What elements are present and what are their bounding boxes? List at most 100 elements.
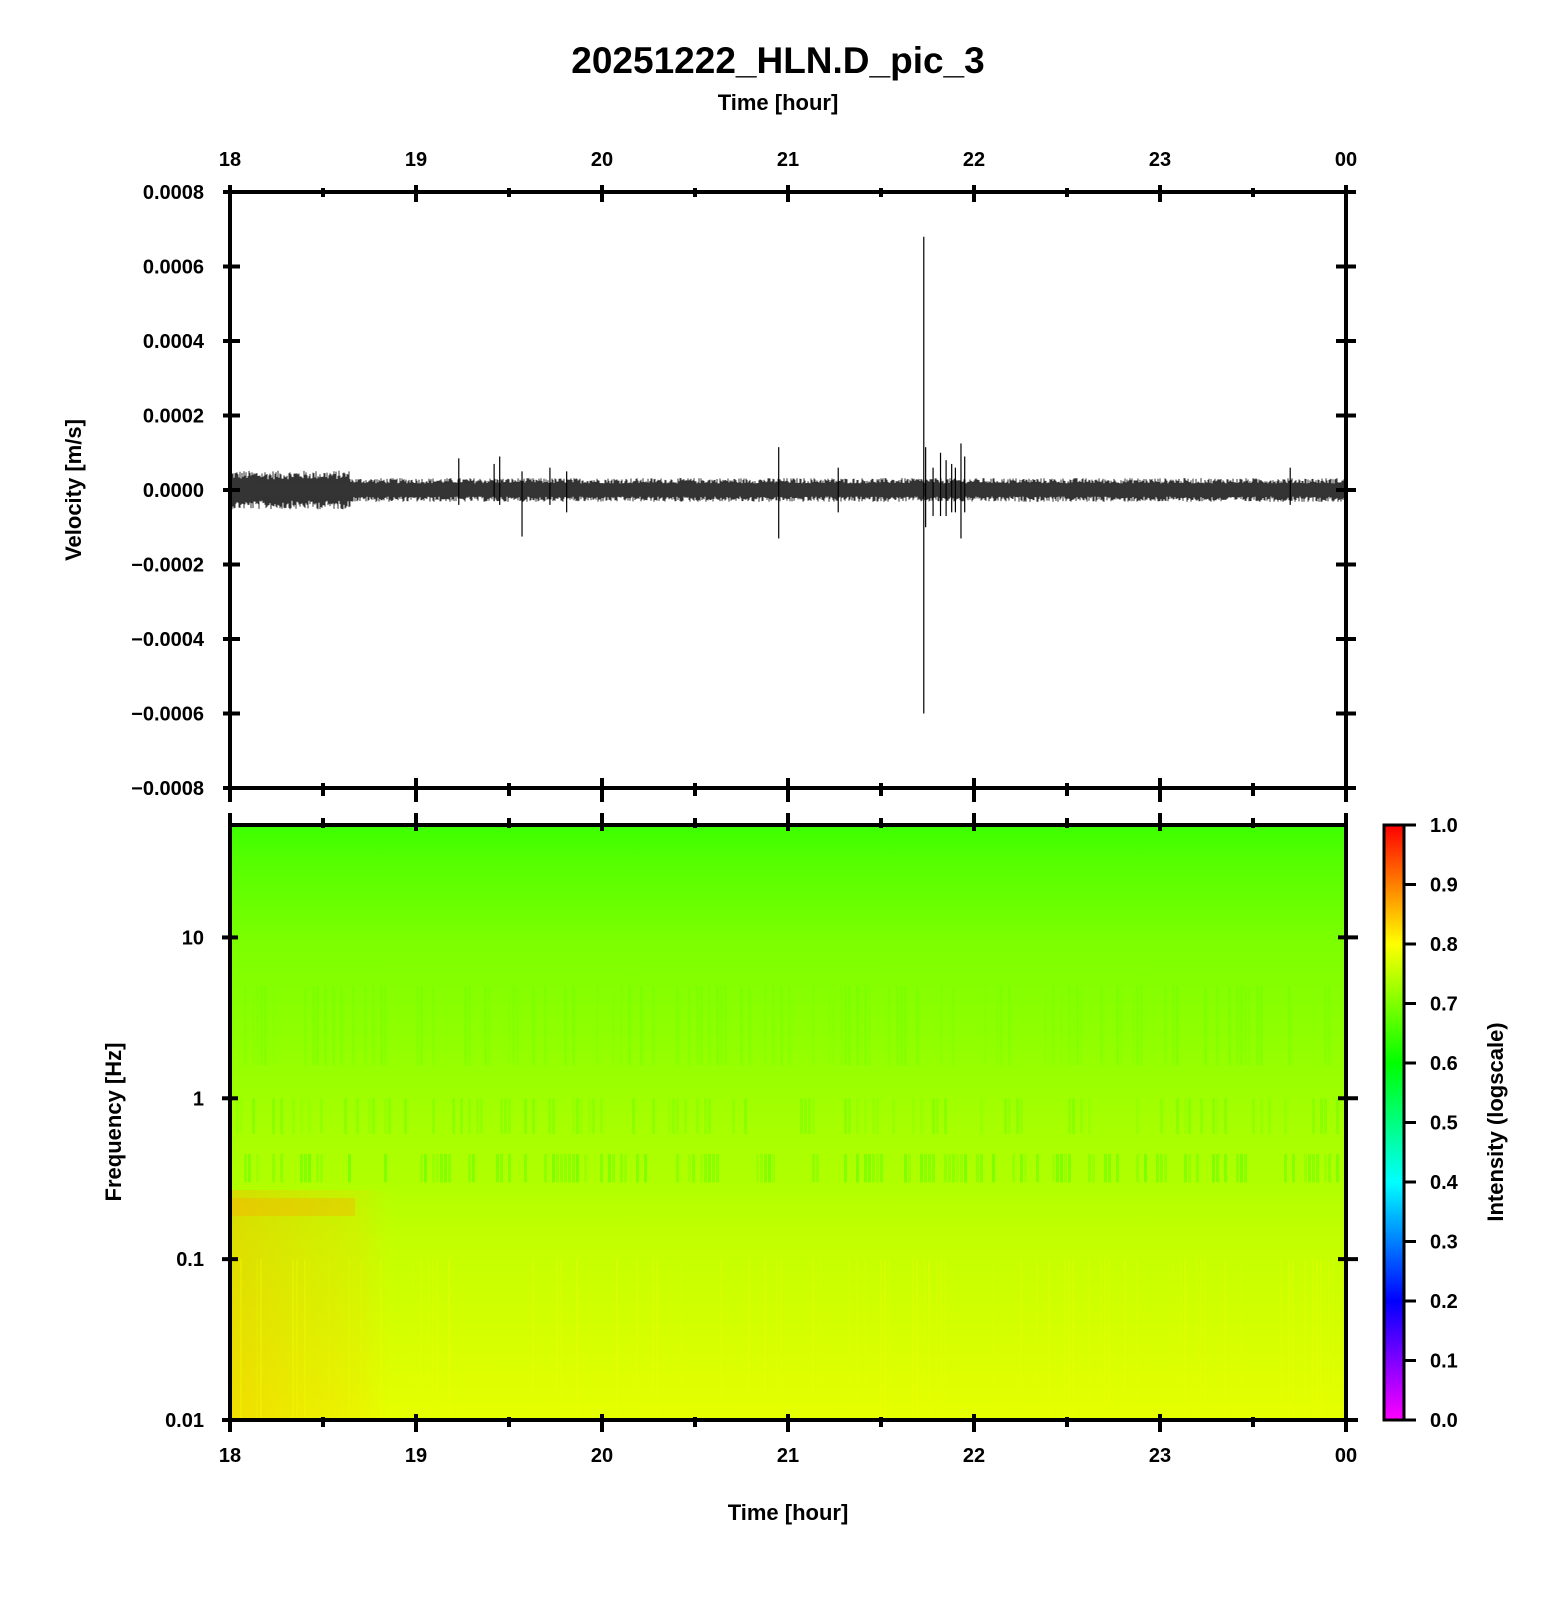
spectrogram-streak [928,1259,930,1420]
spec-y-tick-label: 1 [193,1088,204,1110]
spectrogram-streak [880,1259,882,1420]
spectrogram-streak [592,1098,595,1134]
seis-y-tick-label: 0.0006 [143,257,204,279]
spectrogram-streak [1188,1154,1191,1183]
spectrogram-streak [1224,1098,1227,1134]
spectrogram-streak [468,985,471,1066]
spectrogram-streak [940,1259,942,1420]
spectrogram-streak [612,1154,615,1183]
seismogram-x-tick-labels: 18 19 20 21 22 23 00 [219,149,1357,171]
spec-x-tick-label: 18 [219,1445,241,1467]
spectrogram-streak [944,1154,947,1183]
spectrogram-streak [508,985,511,1066]
spectrogram-streak [892,1098,895,1134]
spectrogram-streak [384,1154,387,1183]
spectrogram-streak [476,1098,479,1134]
seismogram-y-axis-label: Velocity [m/s] [61,419,86,561]
spectrogram-streak [860,985,863,1066]
spectrogram-streak [560,1154,563,1183]
spectrogram-streak [432,1098,435,1134]
spectrogram-streak [468,1098,471,1134]
spectrogram-streak [1284,1098,1287,1134]
spectrogram-streak [704,1098,707,1134]
spectrogram-streak [992,1259,994,1420]
spectrogram-streak [564,985,567,1066]
spectrogram-streak [1312,1098,1315,1134]
spectrogram-streak [764,985,767,1066]
spectrogram-frame [228,823,1348,1422]
spectrogram-streak [952,1154,955,1183]
spectrogram-streak [1072,1098,1075,1134]
spectrogram-streak [812,1259,814,1420]
spectrogram-streak [628,985,631,1066]
spectrogram-streak [548,1098,551,1134]
spectrogram-streak [636,1259,638,1420]
spectrogram-streak [1076,985,1079,1066]
spectrogram-streak [880,1154,883,1183]
spectrogram-streak [436,1259,438,1420]
spectrogram-streak [700,1154,703,1183]
spectrogram-image [230,825,1346,1420]
spectrogram-streak [904,985,907,1066]
spectrogram-streak [332,985,335,1066]
spectrogram-streak [1008,985,1011,1066]
spectrogram-streak [508,1098,511,1134]
spectrogram-streak [1160,1154,1163,1183]
spectrogram-streak [252,1098,255,1134]
spectrogram-streak [1088,1098,1091,1134]
spectrogram-streak [500,1098,503,1134]
colorbar-gradient [1382,823,1406,1422]
spectrogram-streak [460,1098,463,1134]
spectrogram-streak [600,1154,603,1183]
spectrogram-streak [1136,985,1139,1066]
spectrogram-streak [652,1098,655,1134]
spectrogram-streak [1312,1259,1314,1420]
spectrogram-streak [708,1154,711,1183]
seis-y-tick-label: 0.0002 [143,406,204,428]
spectrogram-streak [1176,985,1179,1066]
spectrogram-streak [920,1098,923,1134]
spectrogram-streak [576,1259,578,1420]
spectrogram-streak [756,1154,759,1183]
spec-x-tick-label: 22 [963,1445,985,1467]
spectrogram-streak [876,1098,879,1134]
spectrogram-streak [1312,1154,1315,1183]
spectrogram-streak [1072,1259,1074,1420]
spectrogram-streak [1052,985,1055,1066]
spectrogram-streak [496,1154,499,1183]
spectrogram-streak [1068,1098,1071,1134]
spectrogram-streak [812,985,815,1066]
spectrogram-streak [1304,1154,1307,1183]
seis-y-tick-label: 0.0004 [143,331,205,353]
spectrogram-streak [244,1154,247,1183]
spectrogram-streak [1228,985,1231,1066]
colorbar-tick-label: 0.5 [1430,1113,1458,1135]
spectrogram-streak [1216,1154,1219,1183]
colorbar-tick-label: 0.6 [1430,1053,1458,1075]
spectrogram-streak [316,1154,319,1183]
spectrogram-streak [1016,1098,1019,1134]
spectrogram-streak [308,1098,311,1134]
spectrogram-streak [1224,1259,1226,1420]
top-x-axis-label: Time [hour] [718,90,839,115]
spectrogram-streak [1008,1098,1011,1134]
spectrogram-streak [848,1259,850,1420]
spectrogram-streak [1200,1259,1202,1420]
spectrogram-streak [800,1098,803,1134]
spectrogram-streak [1200,1098,1203,1134]
colorbar-label: Intensity (logscale) [1483,1022,1508,1221]
spectrogram-streak [1204,1259,1206,1420]
spectrogram-streak [292,1098,295,1134]
spectrogram-streak [1000,985,1003,1066]
spectrogram-streak [1136,1259,1138,1420]
spectrogram-streak [620,1154,623,1183]
spectrogram-streak [688,985,691,1066]
spectrogram-streak [1236,985,1239,1066]
spectrogram-streak [748,985,751,1066]
seis-x-tick-label: 00 [1335,149,1357,171]
spectrogram-streak [1324,985,1327,1066]
spectrogram-streak [240,1259,242,1420]
spec-x-tick-label: 19 [405,1445,427,1467]
spectrogram-streak [1092,1154,1095,1183]
spectrogram-streak [1060,985,1063,1066]
